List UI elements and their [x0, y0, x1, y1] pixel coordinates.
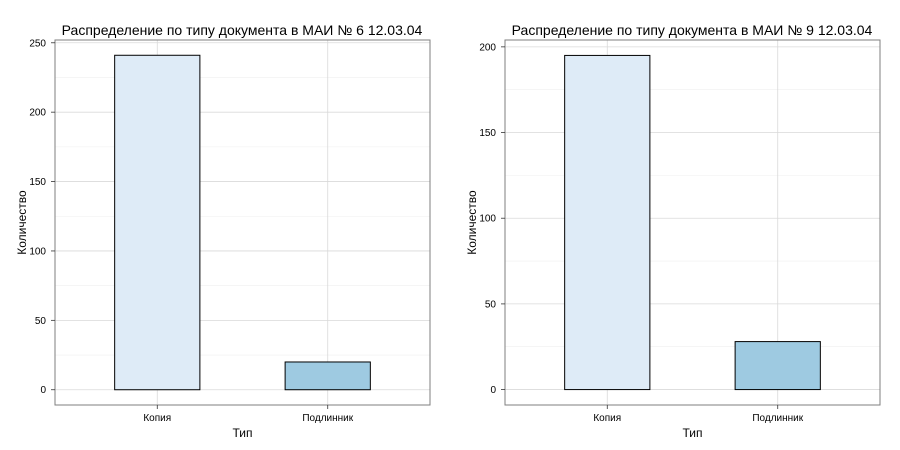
bar-podlinnik — [284, 361, 371, 391]
x-axis-title: Тип — [232, 426, 252, 440]
y-tick-label: 100 — [479, 214, 496, 225]
chart-title: Распределение по типу документа в МАИ № … — [512, 22, 873, 38]
y-tick-label: 200 — [479, 42, 496, 53]
y-tick-label: 150 — [29, 177, 46, 188]
bar-podlinnik — [734, 341, 821, 391]
chart-panel-mai9: Распределение по типу документа в МАИ № … — [465, 22, 881, 440]
y-tick-label: 50 — [485, 299, 497, 310]
y-tick-label: 0 — [40, 385, 46, 396]
plot-border — [504, 39, 881, 406]
x-axis-title: Тип — [682, 426, 702, 440]
y-tick-label: 150 — [479, 128, 496, 139]
x-tick-label: Подлинник — [752, 413, 803, 424]
x-tick-label: Копия — [593, 413, 621, 424]
bar-kopiya — [114, 54, 201, 391]
x-tick-label: Копия — [143, 413, 171, 424]
y-tick-label: 200 — [29, 108, 46, 119]
bar-kopiya — [564, 54, 651, 391]
y-tick-label: 50 — [35, 316, 47, 327]
plot-panel — [55, 40, 430, 405]
chart-title: Распределение по типу документа в МАИ № … — [62, 22, 423, 38]
chart-panel-mai6: Распределение по типу документа в МАИ № … — [15, 22, 431, 440]
y-axis-title: Количество — [15, 190, 29, 255]
y-tick-label: 0 — [490, 385, 496, 396]
x-tick-label: Подлинник — [302, 413, 353, 424]
plot-panel — [505, 40, 880, 405]
y-tick-label: 250 — [29, 38, 46, 49]
plot-border — [54, 39, 431, 406]
y-tick-label: 100 — [29, 246, 46, 257]
y-axis-title: Количество — [465, 190, 479, 255]
